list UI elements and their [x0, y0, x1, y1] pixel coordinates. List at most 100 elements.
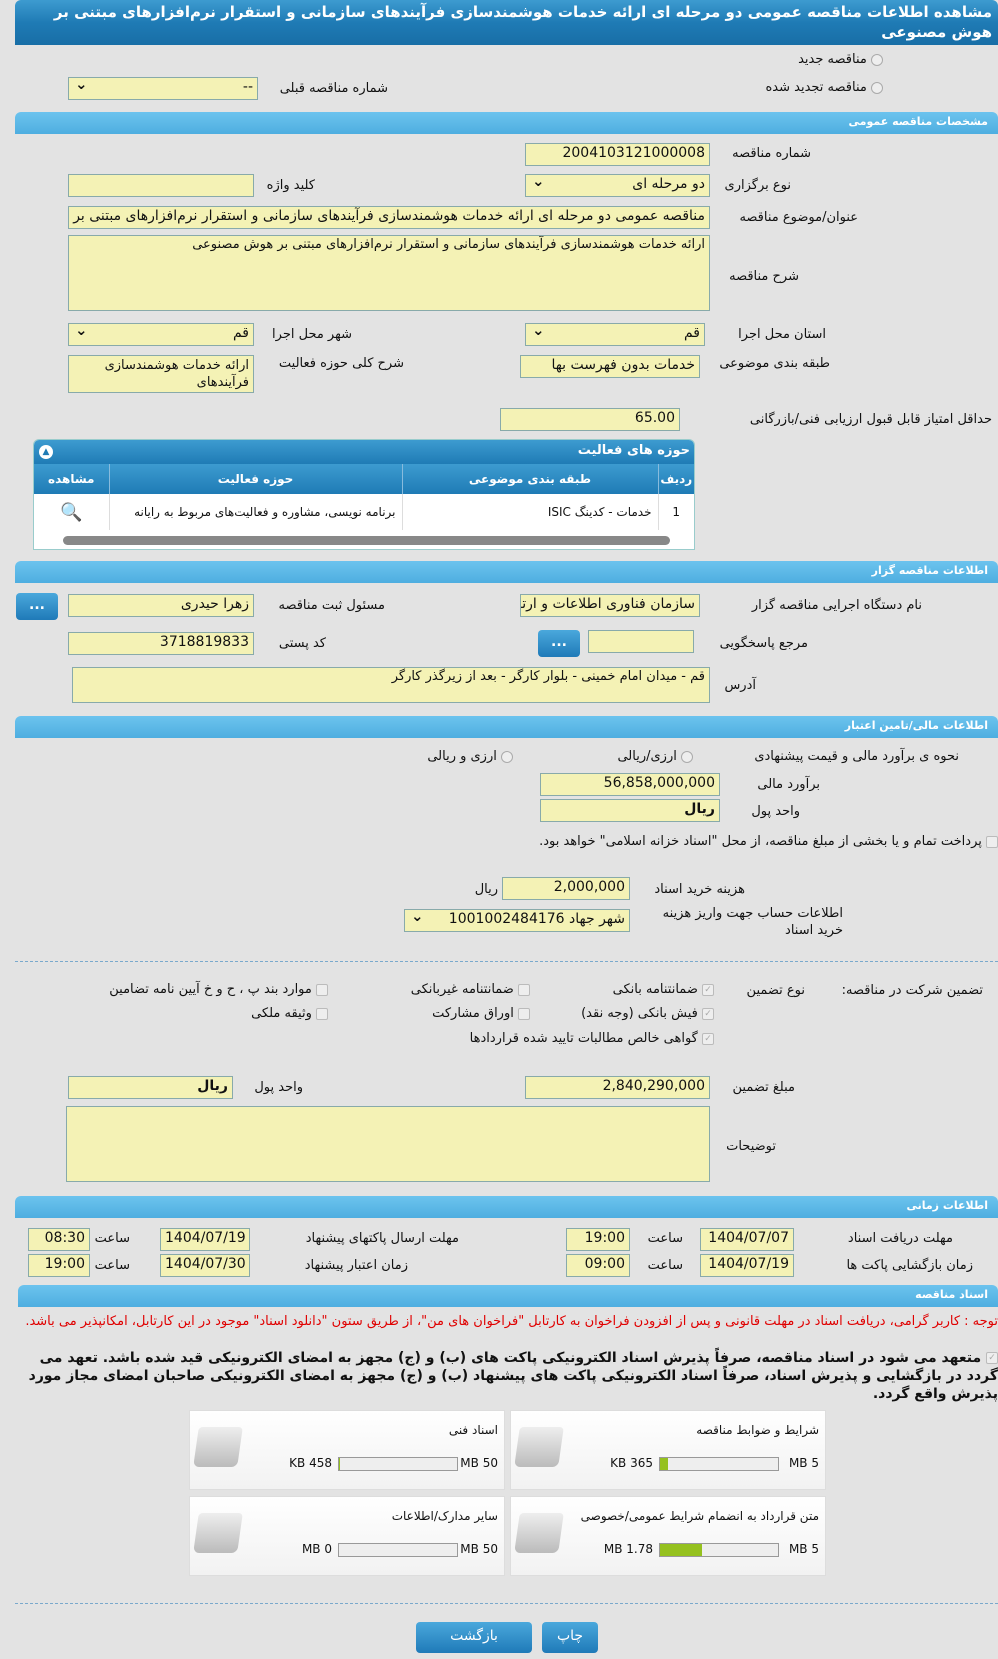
notes-label: توضیحات: [726, 1139, 776, 1154]
guarantee-option[interactable]: اوراق مشارکت: [432, 1006, 530, 1021]
guarantee-option[interactable]: ✓ فیش بانکی (وجه نقد): [581, 1006, 714, 1021]
account-select[interactable]: شهر جهاد 1001002484176: [404, 909, 630, 932]
time-label: ساعت: [94, 1258, 130, 1273]
org-field: سازمان فناوری اطلاعات و ارتباطات: [520, 594, 700, 617]
method-label: نحوه ی برآورد مالی و قیمت پیشنهادی: [754, 749, 959, 764]
section-finance: اطلاعات مالی/تامین اعتبار: [15, 716, 998, 738]
page-title: مشاهده اطلاعات مناقصه عمومی دو مرحله ای …: [15, 0, 998, 45]
document-file[interactable]: اسناد فنی 50 MB 458 KB: [189, 1410, 505, 1490]
time-label: ساعت: [94, 1231, 130, 1246]
prev-number-label: شماره مناقصه قبلی: [279, 81, 388, 96]
org-label: نام دستگاه اجرایی مناقصه گزار: [751, 598, 922, 613]
address-field: قم - میدان امام خمینی - بلوار کارگر - بع…: [72, 667, 710, 703]
registrar-more-button[interactable]: ...: [16, 593, 58, 620]
col-header: حوزه فعالیت: [108, 464, 402, 494]
radio-rial[interactable]: ارزی/ریالی: [617, 749, 693, 764]
file-size: 458 KB: [289, 1456, 332, 1470]
registrar-field: زهرا حیدری: [68, 594, 254, 617]
validity-time: 19:00: [28, 1254, 90, 1277]
holding-type-label: نوع برگزاری: [724, 178, 791, 193]
file-progress-bar: [659, 1543, 779, 1557]
city-select[interactable]: قم: [68, 323, 254, 346]
document-file[interactable]: متن قرارداد به انضمام شرایط عمومی/خصوصی …: [510, 1496, 826, 1576]
row-index: 1: [657, 494, 694, 530]
submit-time: 08:30: [28, 1228, 90, 1251]
activity-desc-label: شرح کلی حوزه فعالیت: [278, 356, 404, 371]
document-file[interactable]: سایر مدارک/اطلاعات 50 MB 0 MB: [189, 1496, 505, 1576]
commitment-checkbox: ✓ متعهد می شود در اسناد مناقصه، صرفاً پذ…: [28, 1350, 998, 1402]
document-file[interactable]: شرایط و ضوابط مناقصه 5 MB 365 KB: [510, 1410, 826, 1490]
category-label: طبقه بندی موضوعی: [719, 356, 830, 371]
activities-title: حوزه های فعالیت ▲: [34, 440, 694, 464]
horizontal-scrollbar[interactable]: [38, 534, 690, 546]
time-label: ساعت: [647, 1258, 683, 1273]
keyword-field[interactable]: [68, 174, 254, 197]
file-name: شرایط و ضوابط مناقصه: [696, 1423, 819, 1437]
row-category: خدمات - کدینگ ISIC: [401, 494, 658, 530]
min-score-field: 65.00: [500, 408, 680, 431]
estimate-label: برآورد مالی: [757, 777, 820, 792]
province-select[interactable]: قم: [525, 323, 705, 346]
doc-receive-time: 19:00: [566, 1228, 630, 1251]
opening-time: 09:00: [566, 1254, 630, 1277]
category-field: خدمات بدون فهرست بها: [520, 355, 700, 378]
file-name: سایر مدارک/اطلاعات: [391, 1509, 498, 1523]
guarantee-option[interactable]: وثیقه ملکی: [251, 1006, 328, 1021]
notes-textarea: [66, 1106, 710, 1182]
holding-type-select[interactable]: دو مرحله ای: [525, 174, 710, 197]
guarantee-currency-field: ریال: [68, 1076, 233, 1099]
city-label: شهر محل اجرا: [272, 327, 352, 342]
back-button[interactable]: بازگشت: [416, 1622, 532, 1653]
collapse-icon[interactable]: ▲: [39, 445, 53, 459]
submit-label: مهلت ارسال پاکتهای پیشنهاد: [305, 1231, 459, 1246]
documents-notice: توجه : کاربر گرامی، دریافت اسناد در مهلت…: [25, 1314, 998, 1329]
file-max-size: 50 MB: [460, 1542, 498, 1556]
guarantee-amount-label: مبلغ تضمین: [732, 1080, 795, 1095]
opening-date: 1404/07/19: [700, 1254, 794, 1277]
opening-label: زمان بازگشایی پاکت ها: [846, 1258, 973, 1273]
table-row: 1 خدمات - کدینگ ISIC برنامه نویسی، مشاور…: [34, 494, 694, 530]
doc-fee-label: هزینه خرید اسناد: [654, 882, 745, 897]
doc-fee-field: 2,000,000: [502, 877, 630, 900]
guarantee-option[interactable]: ✓ ضمانتنامه بانکی: [613, 982, 714, 997]
file-size: 0 MB: [301, 1542, 332, 1556]
divider: [15, 1603, 998, 1604]
print-button[interactable]: چاپ: [542, 1622, 598, 1653]
desc-label: شرح مناقصه: [729, 269, 799, 284]
treasury-checkbox[interactable]: پرداخت تمام و یا بخشی از مبلغ مناقصه، از…: [528, 833, 998, 851]
col-header: ردیف: [657, 464, 694, 494]
guarantee-label: تضمین شرکت در مناقصه:: [841, 983, 983, 998]
file-size: 365 KB: [610, 1456, 653, 1470]
folder-icon: [514, 1427, 564, 1467]
ref-field: [588, 630, 694, 653]
divider: [15, 961, 998, 962]
radio-label: مناقصه تجدید شده: [765, 80, 867, 95]
file-max-size: 50 MB: [460, 1456, 498, 1470]
guarantee-option[interactable]: ضمانتنامه غیربانکی: [411, 982, 530, 997]
radio-label: مناقصه جدید: [798, 52, 867, 67]
keyword-label: کلید واژه: [266, 178, 315, 193]
postal-label: کد پستی: [278, 636, 326, 651]
registrar-label: مسئول ثبت مناقصه: [278, 598, 385, 613]
prev-number-select[interactable]: --: [68, 77, 258, 100]
section-documents: اسناد مناقصه: [18, 1285, 998, 1307]
subject-field: مناقصه عمومی دو مرحله ای ارائه خدمات هوش…: [68, 206, 710, 229]
province-label: استان محل اجرا: [738, 327, 826, 342]
postal-field: 3718819833: [68, 632, 254, 655]
file-max-size: 5 MB: [788, 1542, 819, 1556]
view-icon[interactable]: 🔍: [60, 501, 83, 523]
radio-new-tender[interactable]: مناقصه جدید: [798, 52, 883, 67]
section-schedule: اطلاعات زمانی: [15, 1196, 998, 1218]
ref-more-button[interactable]: ...: [538, 630, 580, 657]
guarantee-amount-field: 2,840,290,000: [525, 1076, 710, 1099]
file-progress-bar: [659, 1457, 779, 1471]
tender-number-field: 2004103121000008: [525, 143, 710, 166]
radio-renewed-tender[interactable]: مناقصه تجدید شده: [765, 80, 883, 95]
guarantee-option[interactable]: ✓ گواهی خالص مطالبات تایید شده قراردادها: [470, 1031, 714, 1046]
col-header: مشاهده: [48, 472, 95, 486]
guarantee-option[interactable]: موارد بند پ ، ح و خ آیین نامه تضامین: [109, 982, 328, 997]
radio-currency-rial[interactable]: ارزی و ریالی: [427, 749, 513, 764]
file-progress-bar: [338, 1457, 458, 1471]
activity-desc-listbox[interactable]: ارائه خدمات هوشمندسازی فرآیندهای: [68, 355, 254, 393]
submit-date: 1404/07/19: [160, 1228, 250, 1251]
